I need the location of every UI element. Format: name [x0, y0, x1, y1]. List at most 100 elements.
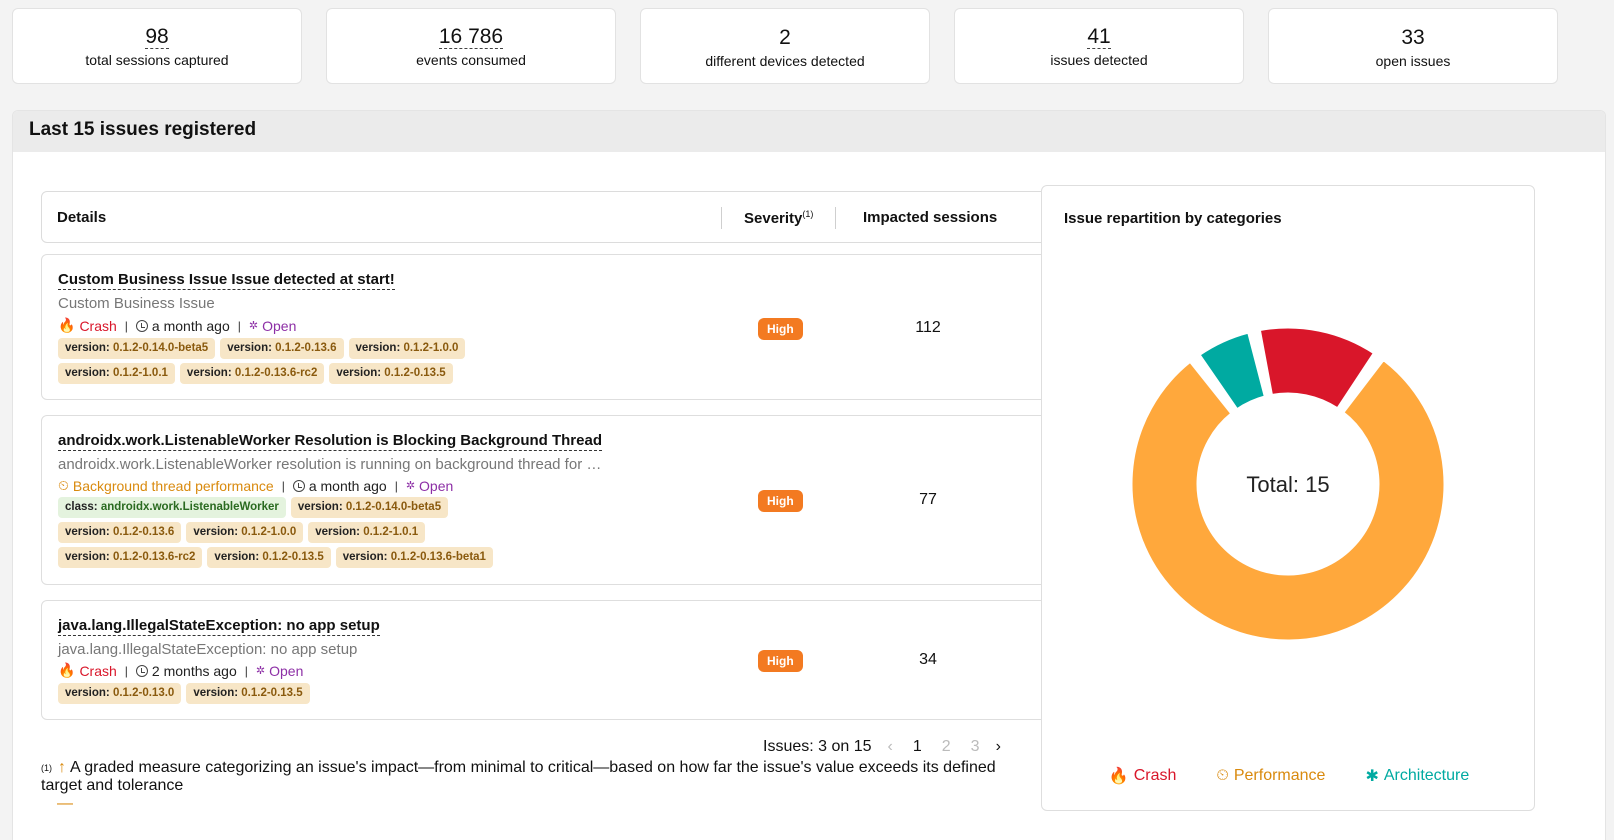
pagination: Issues: 3 on 15 ‹ 1 2 3 › [763, 738, 1001, 756]
table-header: Details Severity(1) Impacted sessions [41, 191, 1066, 243]
version-tag: version: 0.1.2-0.13.0 [58, 683, 182, 704]
footnote-text: A graded measure categorizing an issue's… [41, 759, 996, 794]
issue-subtitle: java.lang.IllegalStateException: no app … [58, 641, 358, 658]
tag-list: version: 0.1.2-0.13.6-rc2 version: 0.1.2… [58, 547, 493, 568]
legend-item-performance[interactable]: ⏲ Performance [1216, 766, 1325, 786]
page-1-button[interactable]: 1 [912, 738, 922, 755]
issue-meta: ⏲ Background thread performance | a mont… [58, 477, 453, 494]
version-tag: version: 0.1.2-0.13.6-rc2 [179, 363, 325, 384]
meta-separator: | [237, 318, 241, 333]
clock-icon [292, 479, 305, 492]
legend-label: Crash [1133, 767, 1177, 784]
legend-label: Performance [1233, 767, 1326, 784]
stat-card-issues: 41 issues detected [954, 8, 1244, 84]
issue-title[interactable]: androidx.work.ListenableWorker Resolutio… [58, 432, 602, 451]
donut-center-label: Total: 15 [1246, 472, 1329, 497]
severity-badge: High [758, 650, 803, 672]
stat-label: events consumed [416, 52, 526, 68]
stat-value: 33 [1401, 26, 1425, 49]
donut-slice-crash[interactable] [1257, 325, 1377, 411]
version-tag: version: 0.1.2-0.13.6-rc2 [58, 547, 203, 568]
issue-category: Background thread performance [72, 477, 274, 494]
stat-label: issues detected [1050, 52, 1148, 68]
version-tag: version: 0.1.2-0.13.5 [186, 683, 310, 704]
class-tag: class: androidx.work.ListenableWorker [58, 497, 286, 518]
issue-subtitle: androidx.work.ListenableWorker resolutio… [58, 456, 602, 473]
meta-separator: | [281, 478, 285, 493]
version-tag: version: 0.1.2-1.0.1 [308, 522, 426, 543]
version-tag: version: 0.1.2-0.13.6 [58, 522, 182, 543]
column-impacted-sessions: Impacted sessions [863, 209, 998, 226]
column-details: Details [57, 209, 107, 226]
issues-panel: Last 15 issues registered Details Severi… [12, 110, 1606, 840]
stat-value[interactable]: 16 786 [438, 25, 504, 49]
severity-badge: High [758, 318, 803, 340]
issue-row[interactable]: java.lang.IllegalStateException: no app … [41, 600, 1066, 720]
version-tag: version: 0.1.2-0.13.6 [220, 338, 344, 359]
stat-value[interactable]: 41 [1087, 25, 1111, 49]
legend-item-architecture[interactable]: ✱ Architecture [1365, 766, 1469, 786]
issue-title[interactable]: java.lang.IllegalStateException: no app … [58, 617, 380, 636]
version-tag: version: 0.1.2-0.13.6-beta1 [335, 547, 493, 568]
severity-footnote: (1) ↑ A graded measure categorizing an iss… [41, 759, 1021, 813]
stat-label: open issues [1375, 53, 1451, 69]
issue-time: 2 months ago [151, 662, 237, 679]
donut-slice-performance[interactable] [1129, 357, 1447, 643]
stat-value: 2 [779, 26, 791, 49]
meta-separator: | [124, 318, 128, 333]
fire-icon: 🔥 [1108, 768, 1129, 785]
column-severity-label: Severity [744, 210, 803, 227]
issue-title[interactable]: Custom Business Issue Issue detected at … [58, 271, 395, 290]
severity-badge: High [758, 490, 803, 512]
stat-card-sessions: 98 total sessions captured [12, 8, 302, 84]
architecture-icon: ✱ [1365, 768, 1379, 785]
chart-legend: 🔥 Crash ⏲ Performance ✱ Architecture [1042, 766, 1536, 786]
issue-row[interactable]: androidx.work.ListenableWorker Resolutio… [41, 415, 1066, 585]
issue-time: a month ago [308, 477, 387, 494]
severity-footnote-ref[interactable]: (1) [802, 209, 814, 219]
impacted-sessions: 34 [919, 651, 937, 668]
panel-title: Last 15 issues registered [13, 111, 1605, 152]
tag-list: class: androidx.work.ListenableWorker ve… [58, 497, 449, 518]
issue-status: Open [262, 317, 297, 334]
stat-label: different devices detected [705, 53, 865, 69]
bug-icon: ✲ [248, 320, 259, 332]
footnote-dash: — [57, 795, 73, 812]
stat-card-events: 16 786 events consumed [326, 8, 616, 84]
stat-card-open-issues: 33 open issues [1268, 8, 1558, 84]
version-tag: version: 0.1.2-1.0.0 [186, 522, 304, 543]
pagination-summary: Issues: 3 on 15 [763, 738, 872, 755]
tag-list: version: 0.1.2-1.0.1 version: 0.1.2-0.13… [58, 363, 453, 384]
version-tag: version: 0.1.2-0.14.0-beta5 [290, 497, 449, 518]
column-divider [721, 207, 722, 229]
tag-list: version: 0.1.2-0.14.0-beta5 version: 0.1… [58, 338, 466, 359]
page-3-button[interactable]: 3 [970, 738, 980, 755]
legend-label: Architecture [1383, 767, 1470, 784]
stat-label: total sessions captured [85, 52, 229, 68]
meta-separator: | [394, 478, 398, 493]
issue-status: Open [419, 477, 454, 494]
bug-icon: ✲ [255, 665, 266, 677]
gauge-icon: ⏲ [58, 477, 69, 493]
issue-time: a month ago [151, 317, 230, 334]
version-tag: version: 0.1.2-0.13.5 [329, 363, 453, 384]
chevron-left-icon[interactable]: ‹ [887, 738, 893, 755]
clock-icon [135, 664, 148, 677]
tag-list: version: 0.1.2-0.13.6 version: 0.1.2-1.0… [58, 522, 426, 543]
footnote-marker: (1) [41, 763, 52, 773]
impacted-sessions: 77 [919, 491, 937, 508]
impacted-sessions: 112 [915, 319, 941, 336]
gauge-icon: ⏲ [1216, 767, 1229, 784]
issue-status: Open [269, 662, 304, 679]
column-severity[interactable]: Severity(1) [744, 209, 813, 227]
tag-list: version: 0.1.2-0.13.0 version: 0.1.2-0.1… [58, 683, 310, 704]
page-2-button[interactable]: 2 [941, 738, 951, 755]
version-tag: version: 0.1.2-0.13.5 [207, 547, 331, 568]
arrow-up-icon[interactable]: ↑ [58, 759, 66, 776]
chevron-right-icon[interactable]: › [995, 738, 1001, 755]
issue-row[interactable]: Custom Business Issue Issue detected at … [41, 254, 1066, 400]
stat-value[interactable]: 98 [145, 25, 169, 49]
donut-slice-architecture[interactable] [1197, 330, 1267, 412]
legend-item-crash[interactable]: 🔥 Crash [1109, 766, 1177, 786]
version-tag: version: 0.1.2-0.14.0-beta5 [58, 338, 216, 359]
